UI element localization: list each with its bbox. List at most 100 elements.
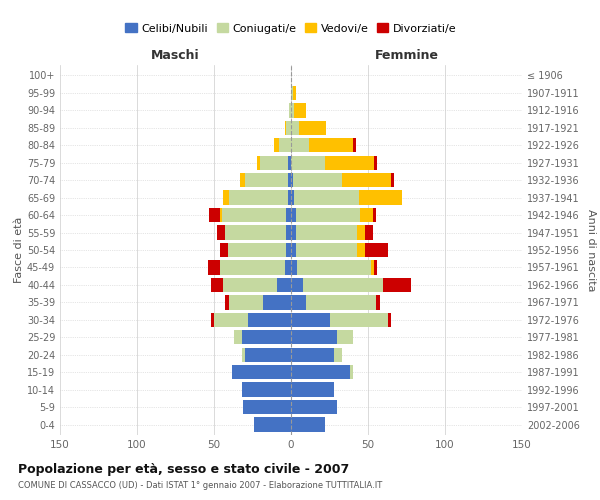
Y-axis label: Fasce di età: Fasce di età [14,217,24,283]
Bar [291,400,337,414]
Bar [365,226,373,239]
Bar [291,260,297,274]
Text: COMUNE DI CASSACCO (UD) - Dati ISTAT 1° gennaio 2007 - Elaborazione TUTTITALIA.I: COMUNE DI CASSACCO (UD) - Dati ISTAT 1° … [18,481,382,490]
Bar [342,173,391,188]
Bar [291,418,325,432]
Bar [291,365,350,380]
Bar [286,243,291,257]
Bar [291,348,334,362]
Bar [304,278,383,292]
Y-axis label: Anni di nascita: Anni di nascita [586,209,596,291]
Bar [277,278,291,292]
Bar [291,278,304,292]
Bar [388,312,391,327]
Bar [374,156,377,170]
Bar [291,86,293,100]
Bar [291,382,334,397]
Bar [325,156,374,170]
Bar [254,418,291,432]
Bar [248,312,291,327]
Bar [211,278,223,292]
Bar [240,173,245,188]
Bar [291,156,325,170]
Bar [286,208,291,222]
Bar [296,208,360,222]
Bar [225,226,286,239]
Bar [274,138,278,152]
Bar [263,295,291,310]
Bar [242,330,291,344]
Bar [257,156,260,170]
Bar [360,208,373,222]
Bar [359,190,402,205]
Bar [242,348,245,362]
Bar [286,226,291,239]
Bar [291,103,294,118]
Bar [291,138,310,152]
Bar [208,260,220,274]
Bar [243,400,291,414]
Bar [291,312,329,327]
Bar [214,312,248,327]
Bar [228,243,286,257]
Bar [373,208,376,222]
Bar [229,295,263,310]
Bar [278,138,291,152]
Bar [291,330,337,344]
Bar [288,190,291,205]
Bar [291,120,299,135]
Text: Popolazione per età, sesso e stato civile - 2007: Popolazione per età, sesso e stato civil… [18,462,349,475]
Bar [285,120,286,135]
Bar [337,330,353,344]
Bar [297,260,371,274]
Bar [350,365,353,380]
Bar [285,260,291,274]
Bar [374,260,377,274]
Bar [209,208,220,222]
Bar [288,156,291,170]
Bar [299,120,326,135]
Bar [357,226,365,239]
Bar [220,260,285,274]
Bar [260,156,288,170]
Bar [291,226,296,239]
Bar [223,190,229,205]
Bar [232,365,291,380]
Bar [286,120,291,135]
Bar [288,173,291,188]
Text: Maschi: Maschi [151,48,200,62]
Bar [229,190,288,205]
Bar [291,190,294,205]
Bar [234,330,242,344]
Bar [383,278,411,292]
Bar [211,312,214,327]
Bar [391,173,394,188]
Bar [220,208,222,222]
Bar [293,173,342,188]
Bar [296,226,357,239]
Bar [310,138,353,152]
Bar [242,382,291,397]
Bar [334,348,342,362]
Bar [294,103,307,118]
Bar [245,173,288,188]
Bar [353,138,356,152]
Bar [223,278,277,292]
Bar [291,173,293,188]
Legend: Celibi/Nubili, Coniugati/e, Vedovi/e, Divorziati/e: Celibi/Nubili, Coniugati/e, Vedovi/e, Di… [121,19,461,38]
Bar [217,226,225,239]
Bar [329,312,388,327]
Bar [357,243,365,257]
Bar [294,190,359,205]
Text: Femmine: Femmine [374,48,439,62]
Bar [225,295,229,310]
Bar [365,243,388,257]
Bar [371,260,374,274]
Bar [376,295,380,310]
Bar [220,243,228,257]
Bar [291,208,296,222]
Bar [296,243,357,257]
Bar [307,295,376,310]
Bar [289,103,291,118]
Bar [222,208,286,222]
